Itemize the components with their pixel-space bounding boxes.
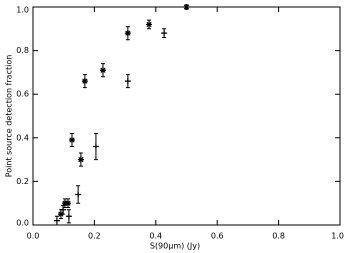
plot-frame — [32, 6, 341, 226]
data-point — [92, 143, 99, 150]
x-tick-label: 1.0 — [331, 232, 344, 241]
data-point — [75, 191, 82, 198]
y-tick-label: 0.0 — [16, 219, 29, 228]
y-tick-label: 0.8 — [16, 46, 29, 55]
data-point — [146, 21, 153, 28]
data-point — [64, 200, 71, 207]
y-tick-label: 0.2 — [16, 177, 29, 186]
x-tick-label: 0.2 — [88, 232, 101, 241]
y-tick-label: 0.6 — [16, 90, 29, 99]
data-point — [161, 30, 168, 37]
data-point — [124, 30, 131, 37]
x-tick-label: 0.6 — [211, 232, 224, 241]
y-tick-label: 1.0 — [16, 6, 29, 15]
data-point — [65, 213, 72, 220]
data-point — [57, 211, 64, 218]
data-point — [124, 78, 131, 85]
data-point — [53, 217, 60, 224]
data-point — [183, 4, 190, 10]
x-tick-label: 0.4 — [149, 232, 162, 241]
x-axis-label: S(90μm) (Jy) — [150, 242, 200, 251]
data-point — [60, 206, 67, 213]
y-tick-label: 0.4 — [16, 133, 29, 142]
data-point — [77, 156, 84, 163]
x-tick-label: 0.0 — [27, 232, 40, 241]
x-tick-label: 0.8 — [272, 232, 285, 241]
data-point — [81, 78, 88, 85]
y-axis-label: Point source detection fraction — [5, 55, 14, 178]
data-point — [61, 200, 68, 207]
data-point — [99, 67, 106, 74]
data-point — [68, 136, 75, 143]
